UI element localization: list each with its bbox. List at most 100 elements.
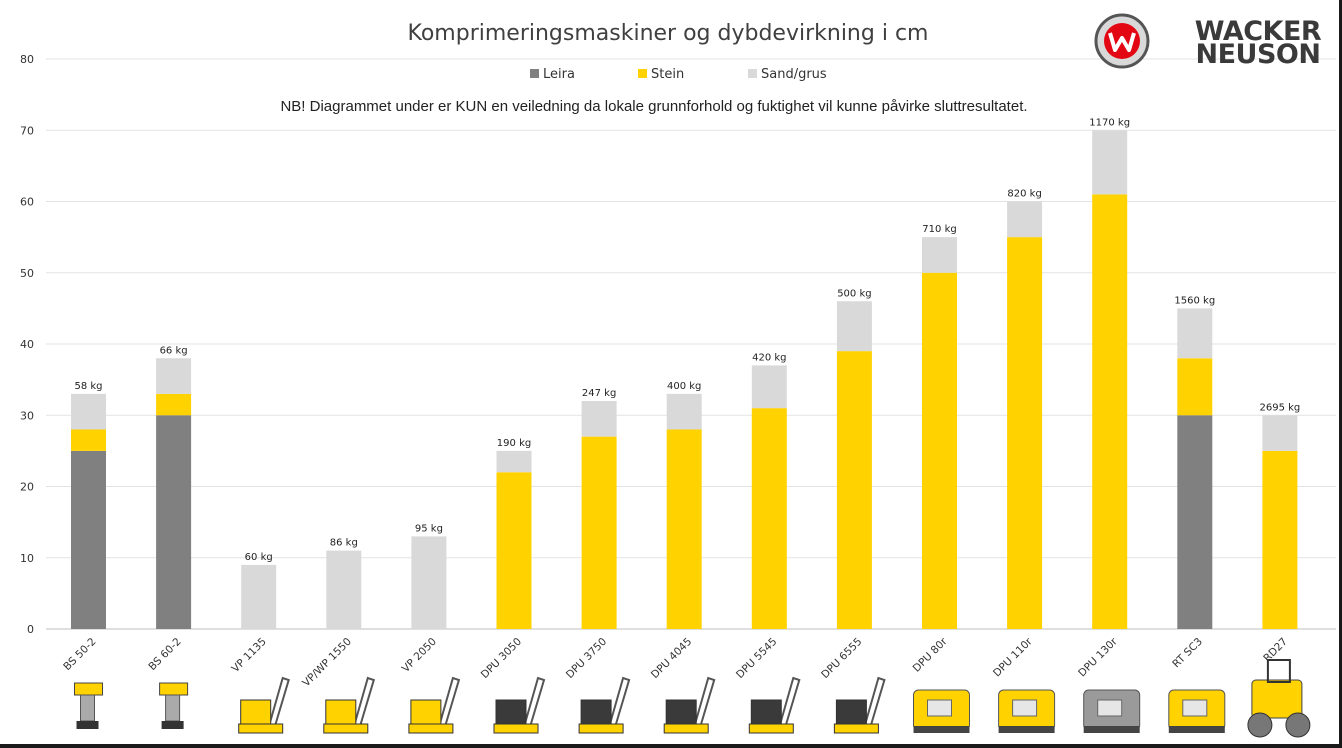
bar-segment-sand-grus <box>581 401 617 437</box>
y-tick-label: 40 <box>20 338 34 351</box>
legend-swatch <box>530 69 539 78</box>
brand-name-line1: WACKER <box>1195 16 1322 47</box>
y-tick-label: 30 <box>20 409 34 422</box>
bar-segment-stein <box>1177 358 1213 416</box>
bar-segment-sand-grus <box>751 365 787 409</box>
data-label: 60 kg <box>245 552 273 563</box>
machine-image <box>833 676 886 734</box>
bar-segment-sand-grus <box>836 301 872 352</box>
bar-segment-leira <box>1177 415 1213 629</box>
data-label: 1170 kg <box>1089 117 1130 128</box>
bar-segment-leira <box>71 450 106 629</box>
bar-segment-stein <box>1092 194 1128 629</box>
data-label: 2695 kg <box>1260 402 1301 413</box>
x-tick-label: DPU 3050 <box>479 636 524 681</box>
data-label: 1560 kg <box>1174 295 1215 306</box>
x-tick-label: DPU 80r <box>911 635 950 674</box>
bar-segment-sand-grus <box>156 358 192 394</box>
bar-segment-stein <box>1007 237 1043 629</box>
bar-segment-sand-grus <box>922 237 957 273</box>
machine-image <box>1083 689 1141 733</box>
machine-image <box>493 676 546 734</box>
x-tick-label: VP 2050 <box>400 636 439 675</box>
machine-image <box>663 676 716 734</box>
bar-segment-stein <box>496 472 532 629</box>
data-label: 500 kg <box>837 288 871 299</box>
data-label: 66 kg <box>160 345 188 356</box>
data-label: 820 kg <box>1007 189 1041 200</box>
legend-label: Sand/grus <box>761 67 827 82</box>
x-tick-label: VP 1135 <box>230 636 269 675</box>
y-tick-label: 80 <box>20 53 34 66</box>
x-tick-label: RT SC3 <box>1170 636 1205 671</box>
machine-image <box>998 689 1056 733</box>
machine-image <box>1168 689 1226 733</box>
bar-segment-sand-grus <box>666 393 702 430</box>
bar-segment-sand-grus <box>1177 308 1213 359</box>
legend-swatch <box>748 69 757 78</box>
bar-segment-sand-grus <box>496 450 532 473</box>
machine-image <box>748 676 801 734</box>
machine-image <box>159 682 189 729</box>
bars <box>71 130 1298 629</box>
bar-segment-stein <box>666 429 702 629</box>
legend-label: Leira <box>543 67 575 82</box>
x-tick-label: DPU 6555 <box>819 636 864 681</box>
data-label: 420 kg <box>752 352 786 363</box>
y-tick-label: 50 <box>20 267 34 280</box>
bar-segment-sand-grus <box>326 550 362 629</box>
data-label: 190 kg <box>497 438 531 449</box>
brand-name-line2: NEUSON <box>1196 39 1321 70</box>
chart-subtitle: NB! Diagrammet under er KUN en veilednin… <box>280 98 1027 115</box>
machine-image <box>74 682 103 729</box>
data-label: 95 kg <box>415 523 443 534</box>
machine-images <box>74 659 1311 738</box>
y-tick-label: 70 <box>20 124 34 137</box>
data-label: 400 kg <box>667 381 701 392</box>
data-label: 86 kg <box>330 538 358 549</box>
bar-segment-stein <box>922 272 957 629</box>
x-axis: BS 50-2 BS 60-2 VP 1135 VP/WP 1550 VP 2050 DP… <box>61 635 1290 689</box>
bar-segment-stein <box>71 429 106 451</box>
legend-swatch <box>638 69 647 78</box>
y-tick-label: 10 <box>20 552 34 565</box>
machine-image <box>913 689 970 733</box>
y-tick-label: 60 <box>20 196 34 209</box>
x-tick-label: DPU 5545 <box>734 636 779 681</box>
bar-segment-sand-grus <box>1007 201 1043 238</box>
machine-image <box>408 676 461 734</box>
data-label: 58 kg <box>74 381 102 392</box>
bar-segment-sand-grus <box>71 393 106 430</box>
machine-image <box>1247 659 1311 738</box>
machine-image <box>238 676 290 734</box>
bar-segment-sand-grus <box>1092 130 1128 195</box>
x-tick-label: DPU 130r <box>1076 635 1120 679</box>
x-tick-label: BS 50-2 <box>61 636 98 673</box>
bar-segment-leira <box>156 415 192 629</box>
bar-segment-stein <box>581 436 617 629</box>
bar-segment-stein <box>751 408 787 629</box>
x-tick-label: VP/WP 1550 <box>300 636 354 690</box>
bar-segment-sand-grus <box>241 564 277 629</box>
bar-segment-stein <box>1262 450 1298 629</box>
bar-segment-sand-grus <box>411 536 447 629</box>
bar-segment-stein <box>836 351 872 629</box>
legend: Leira Stein Sand/grus <box>530 67 827 82</box>
chart-title: Komprimeringsmaskiner og dybdevirkning i… <box>408 21 929 46</box>
bar-segment-sand-grus <box>1262 415 1298 451</box>
data-label: 247 kg <box>582 388 616 399</box>
data-label: 710 kg <box>922 224 956 235</box>
x-tick-label: DPU 4045 <box>649 636 694 681</box>
bar-segment-stein <box>156 393 192 416</box>
legend-label: Stein <box>651 67 684 82</box>
x-tick-label: DPU 110r <box>991 635 1035 679</box>
wacker-neuson-emblem <box>1094 13 1150 69</box>
machine-image <box>578 676 631 734</box>
x-tick-label: BS 60-2 <box>146 636 183 673</box>
y-axis: 0 10 20 30 40 50 60 70 80 <box>20 53 34 636</box>
y-tick-label: 0 <box>27 623 34 636</box>
machine-image <box>323 676 376 734</box>
y-tick-label: 20 <box>20 481 34 494</box>
